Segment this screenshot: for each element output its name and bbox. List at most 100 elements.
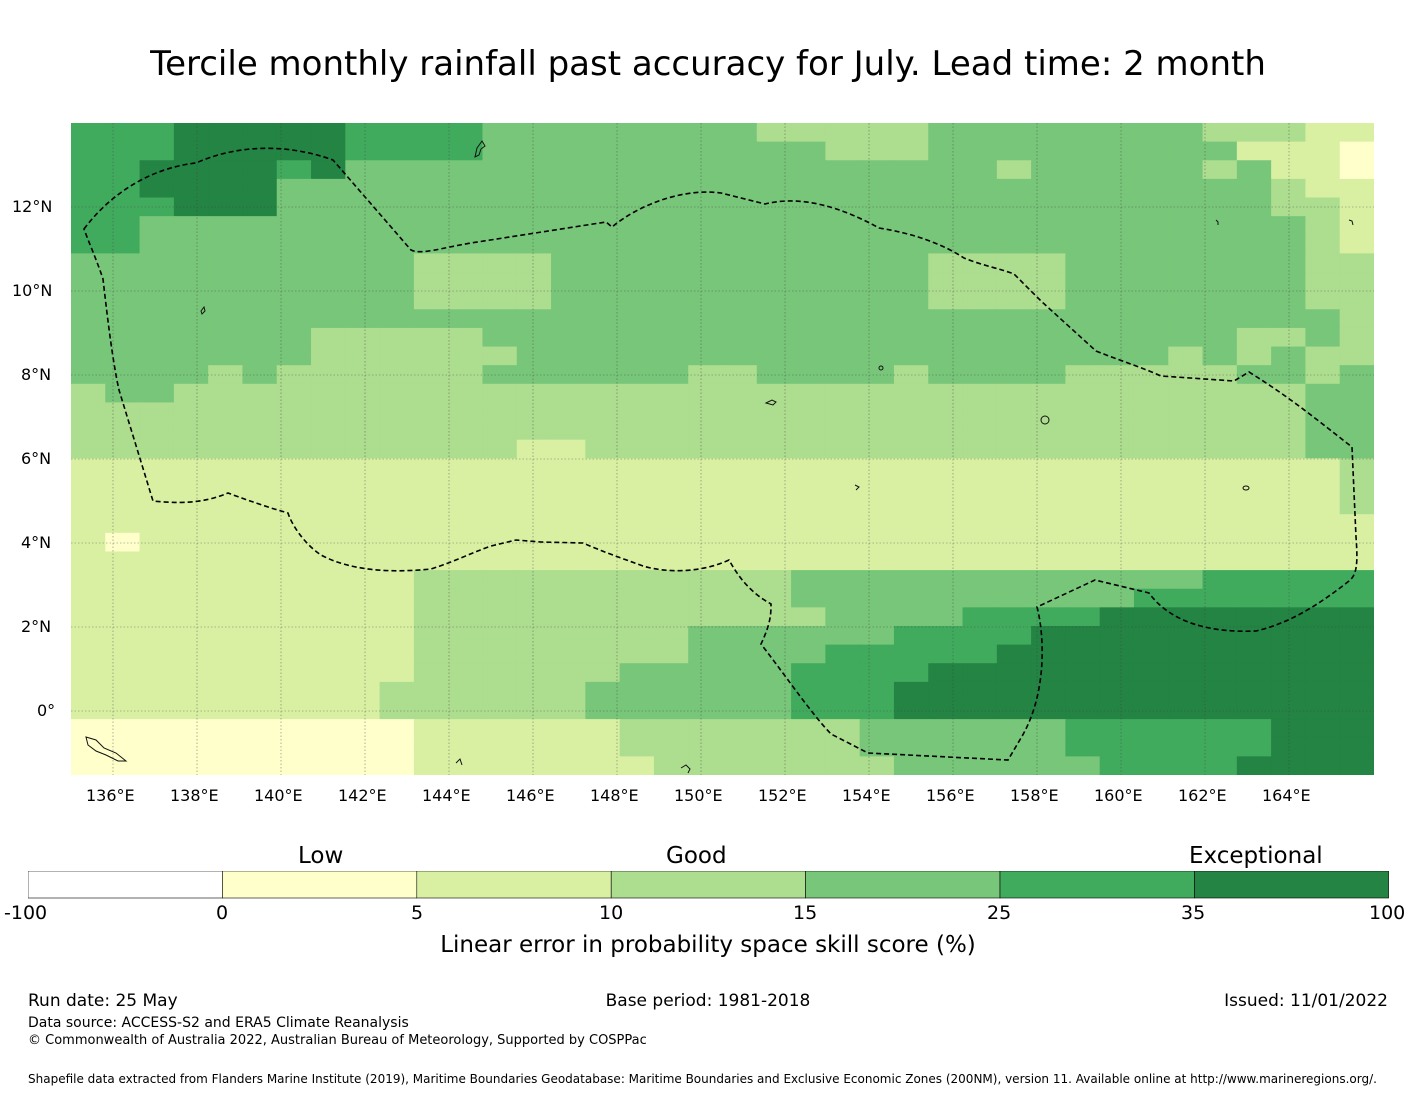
grid-cell xyxy=(653,402,689,422)
grid-cell xyxy=(482,719,518,739)
grid-cell xyxy=(1168,197,1204,217)
grid-cell xyxy=(379,178,415,199)
grid-cell xyxy=(859,625,895,646)
grid-cell xyxy=(1271,178,1307,199)
grid-cell xyxy=(139,346,175,366)
grid-cell xyxy=(379,495,415,515)
grid-cell xyxy=(242,234,278,254)
grid-cell xyxy=(1133,327,1169,348)
grid-cell xyxy=(1236,532,1272,553)
grid-cell xyxy=(482,309,518,329)
grid-cell xyxy=(516,737,552,757)
grid-cell xyxy=(276,700,312,720)
grid-cell xyxy=(859,607,895,627)
grid-cell xyxy=(276,495,312,515)
grid-cell xyxy=(859,178,895,199)
grid-cell xyxy=(962,719,998,739)
grid-cell xyxy=(1065,607,1101,627)
grid-cell xyxy=(551,551,586,571)
grid-cell xyxy=(893,439,929,459)
grid-cell xyxy=(208,216,244,236)
grid-cell xyxy=(379,607,415,627)
grid-cell xyxy=(379,402,415,422)
grid-cell xyxy=(448,290,484,310)
grid-cell xyxy=(1065,346,1101,366)
grid-cell xyxy=(653,476,689,497)
grid-cell xyxy=(1031,495,1066,515)
grid-cell xyxy=(208,178,244,199)
grid-cell xyxy=(105,160,141,180)
grid-cell xyxy=(1236,309,1272,329)
grid-cell xyxy=(1099,681,1135,702)
grid-cell xyxy=(585,476,621,497)
grid-cell xyxy=(962,234,998,254)
grid-cell xyxy=(139,365,175,385)
grid-cell xyxy=(1305,532,1341,553)
grid-cell xyxy=(139,439,175,459)
colorbar-category-good: Good xyxy=(666,843,727,869)
grid-cell xyxy=(928,178,964,199)
grid-cell xyxy=(791,551,826,571)
grid-cell xyxy=(208,737,244,757)
grid-cell xyxy=(105,681,141,702)
grid-cell xyxy=(1271,644,1307,664)
grid-cell xyxy=(379,681,415,702)
grid-cell xyxy=(1202,681,1238,702)
grid-cell xyxy=(619,383,655,404)
grid-cell xyxy=(379,756,415,775)
grid-cell xyxy=(173,607,209,627)
grid-cell xyxy=(173,570,209,590)
grid-cell xyxy=(688,439,724,459)
grid-cell xyxy=(208,458,244,478)
grid-cell xyxy=(1065,700,1101,720)
grid-cell xyxy=(482,178,518,199)
grid-cell xyxy=(482,123,518,143)
grid-cell xyxy=(105,514,141,534)
grid-cell xyxy=(379,439,415,459)
grid-cell xyxy=(173,719,209,739)
grid-cell xyxy=(276,365,312,385)
grid-cell xyxy=(756,532,792,553)
grid-cell xyxy=(379,216,415,236)
grid-cell xyxy=(208,514,244,534)
grid-cell xyxy=(345,737,381,757)
grid-cell xyxy=(653,663,689,683)
grid-cell xyxy=(1168,160,1204,180)
grid-cell xyxy=(1133,495,1169,515)
grid-cell xyxy=(1339,216,1374,236)
grid-cell xyxy=(448,588,484,608)
grid-cell xyxy=(276,737,312,757)
grid-cell xyxy=(1305,495,1341,515)
grid-cell xyxy=(1065,737,1101,757)
grid-cell xyxy=(448,141,484,161)
grid-cell xyxy=(1099,272,1135,292)
grid-cell xyxy=(413,178,449,199)
grid-cell xyxy=(1339,402,1374,422)
grid-cell xyxy=(242,272,278,292)
grid-cell xyxy=(1202,458,1238,478)
grid-cell xyxy=(825,272,861,292)
grid-cell xyxy=(1202,123,1238,143)
grid-cell xyxy=(551,439,586,459)
grid-cell xyxy=(1099,197,1135,217)
grid-cell xyxy=(996,458,1032,478)
grid-cell xyxy=(379,476,415,497)
lon-tick-162: 162°E xyxy=(1178,786,1227,805)
grid-cell xyxy=(105,141,141,161)
grid-cell xyxy=(71,272,106,292)
grid-cell xyxy=(688,402,724,422)
lon-tick-140: 140°E xyxy=(254,786,303,805)
grid-cell xyxy=(311,123,346,143)
grid-cell xyxy=(139,570,175,590)
grid-cell xyxy=(962,272,998,292)
grid-cell xyxy=(653,178,689,199)
grid-cell xyxy=(276,439,312,459)
grid-cell xyxy=(1236,458,1272,478)
lon-tick-146: 146°E xyxy=(506,786,555,805)
grid-cell xyxy=(379,625,415,646)
grid-cell xyxy=(413,327,449,348)
grid-cell xyxy=(516,532,552,553)
grid-cell xyxy=(551,756,586,775)
grid-cell xyxy=(311,160,346,180)
grid-cell xyxy=(1339,178,1374,199)
